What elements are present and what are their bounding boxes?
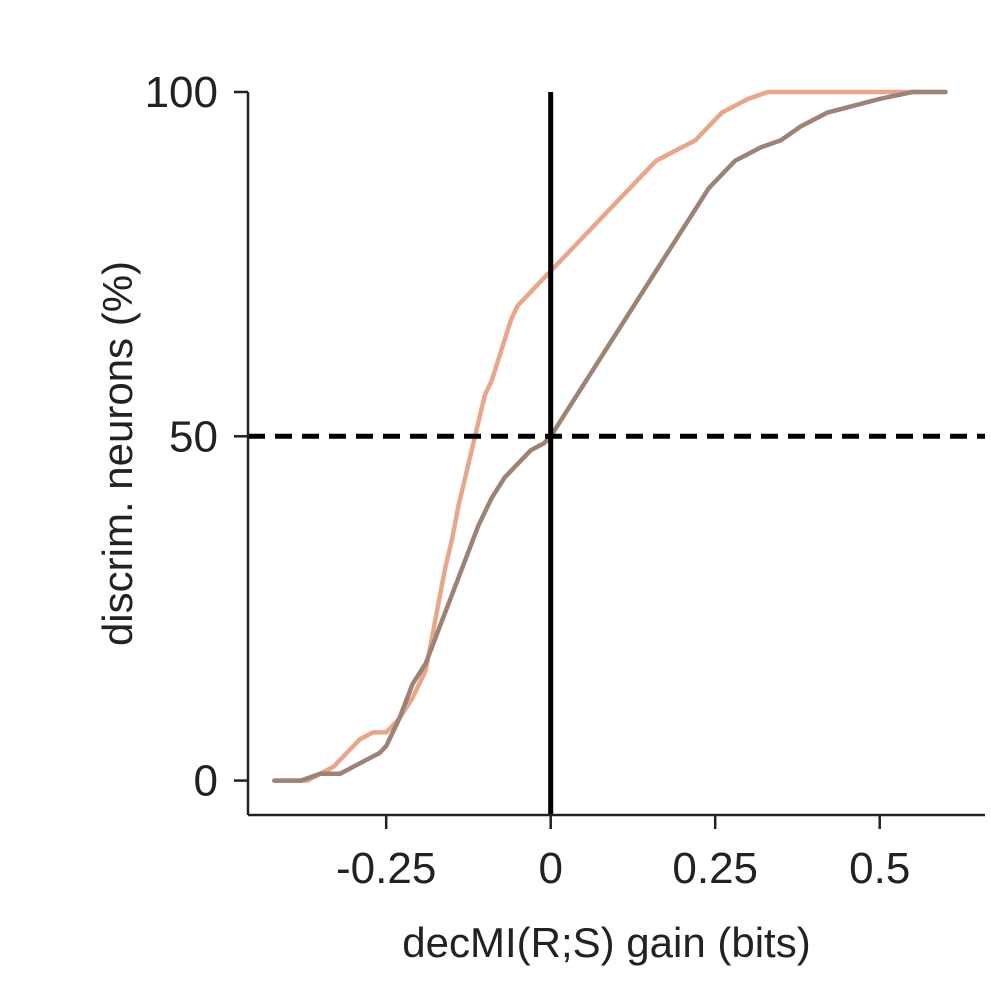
series-line-2: [272, 89, 948, 783]
x-axis-label: decMI(R;S) gain (bits): [402, 919, 810, 966]
x-tick-label: 0: [538, 844, 562, 893]
y-ticks: 0 50 100: [145, 68, 248, 806]
series-line-1: [272, 89, 948, 783]
series-layer: [272, 89, 948, 783]
y-tick-label: 100: [145, 68, 218, 117]
x-tick-label: 0.5: [849, 844, 910, 893]
reference-lines: [248, 92, 985, 815]
y-tick-label: 0: [194, 757, 218, 806]
y-tick-label: 50: [169, 412, 218, 461]
x-tick-label: 0.25: [672, 844, 758, 893]
x-tick-label: -0.25: [336, 844, 436, 893]
axes: [246, 92, 985, 817]
y-axis-label: discrim. neurons (%): [94, 261, 141, 646]
x-ticks: -0.25 0 0.25 0.5: [336, 815, 910, 893]
